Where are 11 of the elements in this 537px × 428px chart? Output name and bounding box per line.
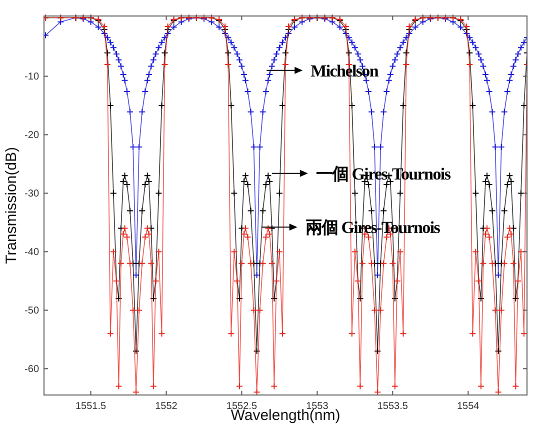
x-tick-label: 1551.5 xyxy=(75,401,107,412)
y-axis-title: Transmission(dB) xyxy=(3,147,20,264)
x-tick-label: 1552 xyxy=(155,401,178,412)
y-tick-label: -60 xyxy=(24,364,40,376)
x-tick-label: 1553.5 xyxy=(377,401,408,412)
y-tick-label: -10 xyxy=(24,72,40,83)
y-tick-label: -30 xyxy=(24,188,40,200)
y-tick-label: -20 xyxy=(24,130,40,142)
x-tick-label: 1554 xyxy=(457,401,480,412)
y-tick-label: -50 xyxy=(24,306,40,317)
y-tick-label: -40 xyxy=(24,247,40,258)
